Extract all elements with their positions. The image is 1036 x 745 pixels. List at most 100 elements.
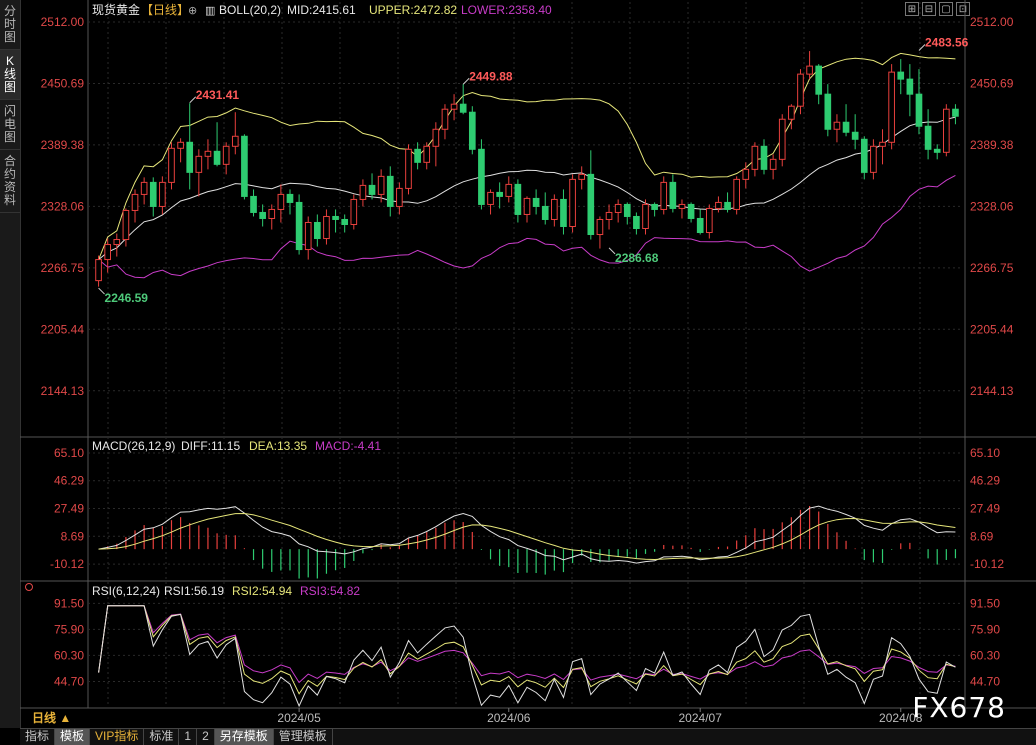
annotation-pointer [608, 247, 616, 255]
candle-down [915, 93, 923, 127]
rsi-close-icon[interactable] [25, 583, 33, 591]
candle-up [705, 207, 713, 234]
candle-down [213, 150, 221, 165]
candle-up [405, 148, 412, 189]
candle-down [815, 65, 823, 95]
period-tag: 【日线】 [141, 3, 189, 17]
macd-value: MACD:-4.41 [315, 439, 381, 453]
price-annotation: 2431.41 [196, 88, 240, 102]
candle-up [231, 135, 239, 147]
candle-up [605, 211, 613, 220]
x-axis-month: 2024/05 [277, 711, 321, 725]
macd-y-tick: -10.12 [970, 557, 1004, 571]
rsi-y-tick: 91.50 [970, 596, 1000, 610]
y-tick-left: 2205.44 [41, 322, 85, 336]
sidebar-item-2[interactable]: 闪电图 [0, 100, 20, 150]
candle-down [186, 141, 194, 173]
candle-down [295, 201, 303, 251]
price-annotations: 2246.59 2431.41 2449.88 2286.68 2483.56 [98, 36, 969, 305]
candle-down [341, 218, 349, 225]
candle-up [104, 244, 111, 261]
candle-down [897, 71, 905, 80]
bottom-tab-6[interactable]: 另存模板 [214, 729, 274, 745]
bottom-tab-1[interactable]: 模板 [55, 729, 91, 745]
candle-up [195, 155, 203, 173]
macd-title[interactable]: MACD(26,12,9) [92, 439, 175, 453]
upper-value: UPPER:2472.82 [369, 3, 457, 17]
sidebar-item-0[interactable]: 分时图 [0, 0, 20, 50]
candle-down [386, 175, 394, 207]
kline-chart[interactable]: 2246.59 2431.41 2449.88 2286.68 2483.56 2512… [0, 0, 1036, 728]
annotation-pointer [462, 77, 470, 85]
maximize-icon[interactable]: ⊡ [956, 2, 970, 16]
y-tick-left: 2389.38 [41, 138, 85, 152]
candle-up [660, 181, 668, 210]
candle-up [833, 121, 841, 130]
bottom-tab-7[interactable]: 管理模板 [274, 729, 333, 745]
indicator-icon[interactable]: ▥ [205, 5, 215, 17]
bottom-tab-4[interactable]: 1 [179, 729, 198, 745]
candle-up [323, 215, 330, 240]
candle-up [806, 65, 813, 75]
candle-up [268, 208, 276, 219]
bottom-tab-2[interactable]: VIP指标 [90, 729, 145, 745]
candle-down [259, 211, 266, 219]
panel-borders [20, 0, 1036, 709]
candle-down [468, 111, 476, 150]
price-annotation: 2483.56 [925, 36, 969, 50]
rsi3-value: RSI3:54.82 [300, 584, 360, 598]
period-selector[interactable]: 日线 ▲ [32, 710, 71, 725]
candle-up [122, 209, 130, 241]
candle-down [532, 197, 540, 207]
sidebar-item-3[interactable]: 合约资料 [0, 150, 20, 213]
rsi-y-tick: 44.70 [970, 674, 1000, 688]
candle-up [277, 193, 285, 210]
candle-up [359, 184, 367, 200]
macd-y-tick: 46.29 [54, 474, 84, 488]
y-tick-left: 2450.69 [41, 76, 85, 90]
macd-dea: DEA:13.35 [249, 439, 307, 453]
crosshair-icon[interactable]: ⊞ [905, 2, 919, 16]
price-annotation: 2246.59 [105, 291, 149, 305]
candle-up [523, 197, 531, 215]
candle-up [95, 259, 102, 282]
rsi-y-tick: 75.90 [970, 622, 1000, 636]
candle-up [614, 203, 622, 213]
candle-up [778, 118, 786, 160]
candle-up [140, 181, 148, 195]
candle-up [596, 218, 604, 236]
y-tick-left: 2266.75 [41, 261, 85, 275]
rsi1-value: RSI1:56.19 [164, 584, 224, 598]
bottom-tab-5[interactable]: 2 [197, 729, 215, 745]
restore-icon[interactable]: ▢ [939, 2, 953, 16]
macd-diff: DIFF:11.15 [181, 439, 240, 453]
lower-value: LOWER:2358.40 [461, 3, 552, 17]
candle-down [149, 181, 157, 207]
bottom-tab-3[interactable]: 标准 [144, 729, 180, 745]
rsi-plot [98, 605, 956, 708]
candle-up [432, 128, 440, 147]
candle-down [696, 217, 704, 234]
split-view-icon[interactable]: ⊟ [922, 2, 936, 16]
candles [95, 51, 959, 287]
candle-down [842, 121, 850, 133]
candle-down [952, 108, 959, 117]
candle-up [751, 145, 759, 170]
bottom-tab-bar: 指标 模板 VIP指标 标准 1 2 另存模板 管理模板 [20, 728, 1036, 745]
sidebar-item-label: 分时图 [3, 4, 16, 44]
candle-up [222, 145, 230, 165]
boll-label[interactable]: BOLL(20,2) [219, 3, 281, 17]
candle-down [332, 215, 339, 220]
bottom-tab-0[interactable]: 指标 [20, 729, 56, 745]
candle-down [314, 221, 321, 240]
annotation-pointer [98, 287, 105, 295]
rsi-y-tick: 60.30 [970, 648, 1000, 662]
y-tick-right: 2205.44 [970, 322, 1014, 336]
settings-icon[interactable]: ⊕ [188, 5, 197, 17]
candle-down [478, 148, 485, 205]
rsi-title[interactable]: RSI(6,12,24) [92, 584, 160, 598]
candle-up [113, 239, 121, 246]
y-tick-right: 2144.13 [970, 384, 1014, 398]
